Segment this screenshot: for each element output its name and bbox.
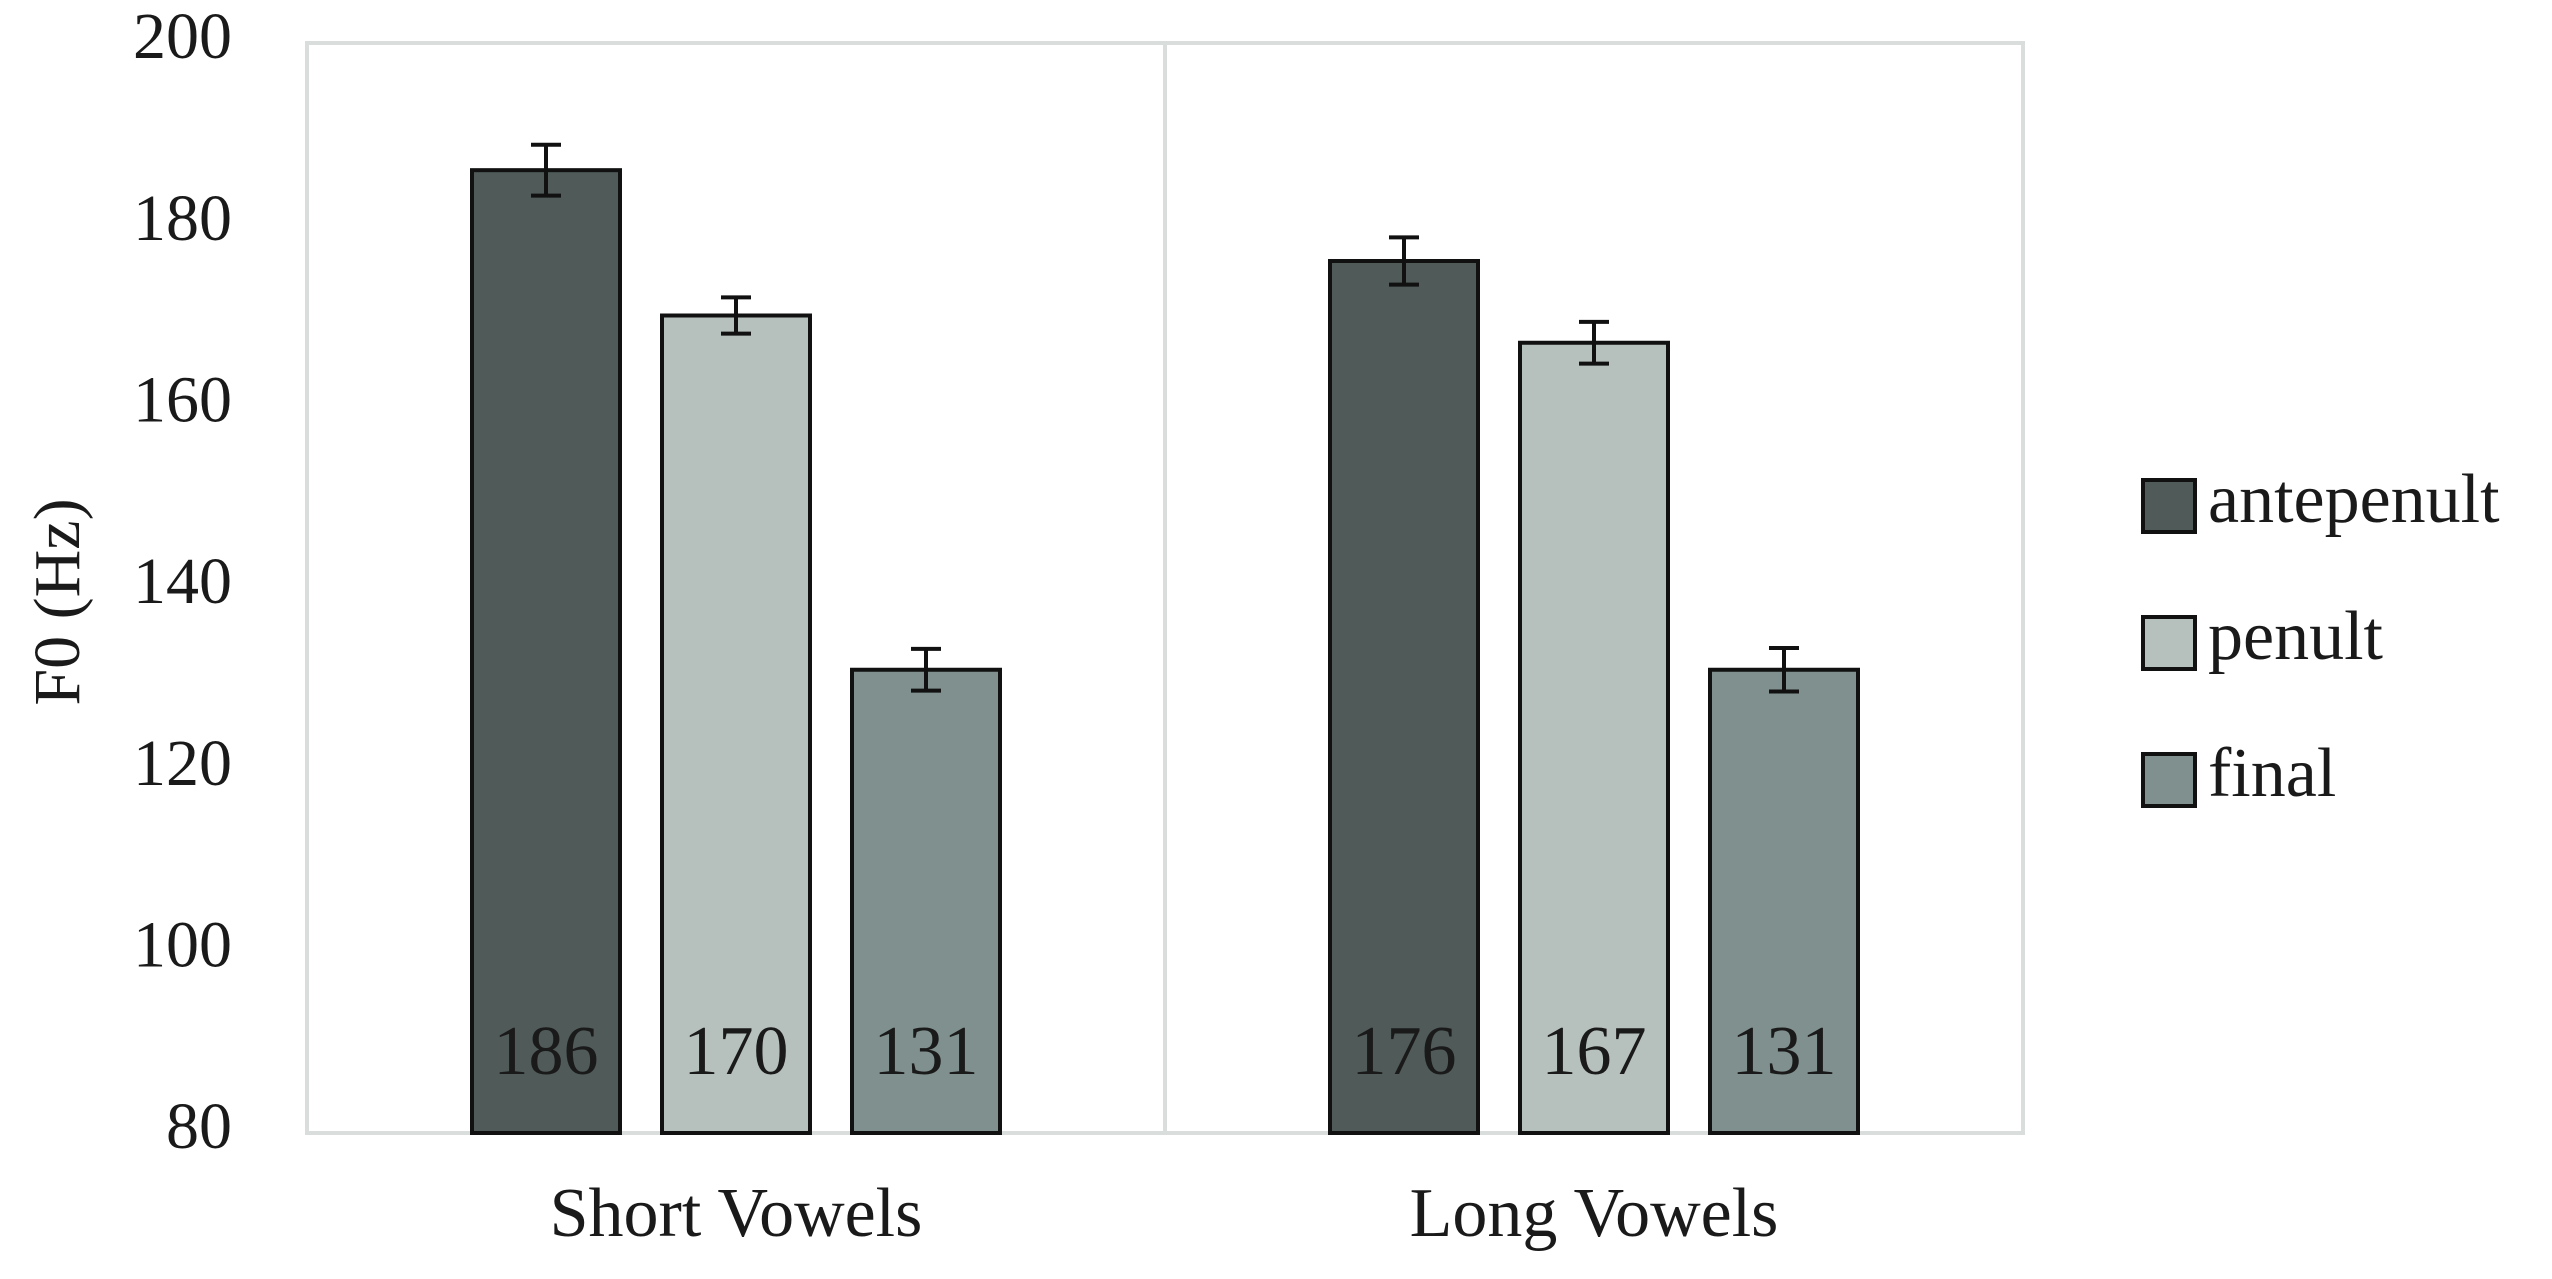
bar-antepenult	[470, 168, 622, 1135]
y-tick-label: 180	[133, 182, 232, 255]
y-tick-label: 100	[133, 908, 232, 981]
data-label: 170	[684, 1013, 789, 1090]
bar-penult	[660, 313, 812, 1135]
data-label: 186	[494, 1013, 599, 1090]
legend-swatch-penult	[2141, 615, 2197, 671]
data-label: 167	[1542, 1013, 1647, 1090]
y-axis-title: F0 (Hz)	[21, 498, 94, 705]
x-category-label: Short Vowels	[550, 1175, 923, 1252]
plot-frame	[305, 41, 2025, 1135]
y-tick-label: 120	[133, 727, 232, 800]
data-label: 131	[1732, 1013, 1837, 1090]
legend-swatch-final	[2141, 752, 2197, 808]
y-axis: 80 100 120 140 160 180 200	[133, 0, 232, 1163]
legend-label-antepenult: antepenult	[2208, 461, 2500, 538]
legend-label-final: final	[2208, 735, 2336, 812]
bar-final	[850, 667, 1002, 1135]
bar-antepenult	[1328, 259, 1480, 1135]
y-tick-label: 80	[166, 1090, 232, 1163]
bar-penult	[1518, 340, 1670, 1135]
legend-label-penult: penult	[2208, 598, 2384, 675]
x-axis: Short Vowels Long Vowels	[550, 1175, 1779, 1252]
y-tick-label: 200	[133, 0, 232, 73]
data-label: 176	[1352, 1013, 1457, 1090]
bar-final	[1708, 667, 1860, 1135]
legend-swatch-antepenult	[2141, 478, 2197, 534]
y-tick-label: 160	[133, 363, 232, 436]
legend: antepenult penult final	[2141, 461, 2500, 812]
data-label: 131	[874, 1013, 979, 1090]
x-category-label: Long Vowels	[1410, 1175, 1779, 1252]
y-tick-label: 140	[133, 545, 232, 618]
bars: 186 170 131 176 167 131	[470, 142, 1860, 1135]
